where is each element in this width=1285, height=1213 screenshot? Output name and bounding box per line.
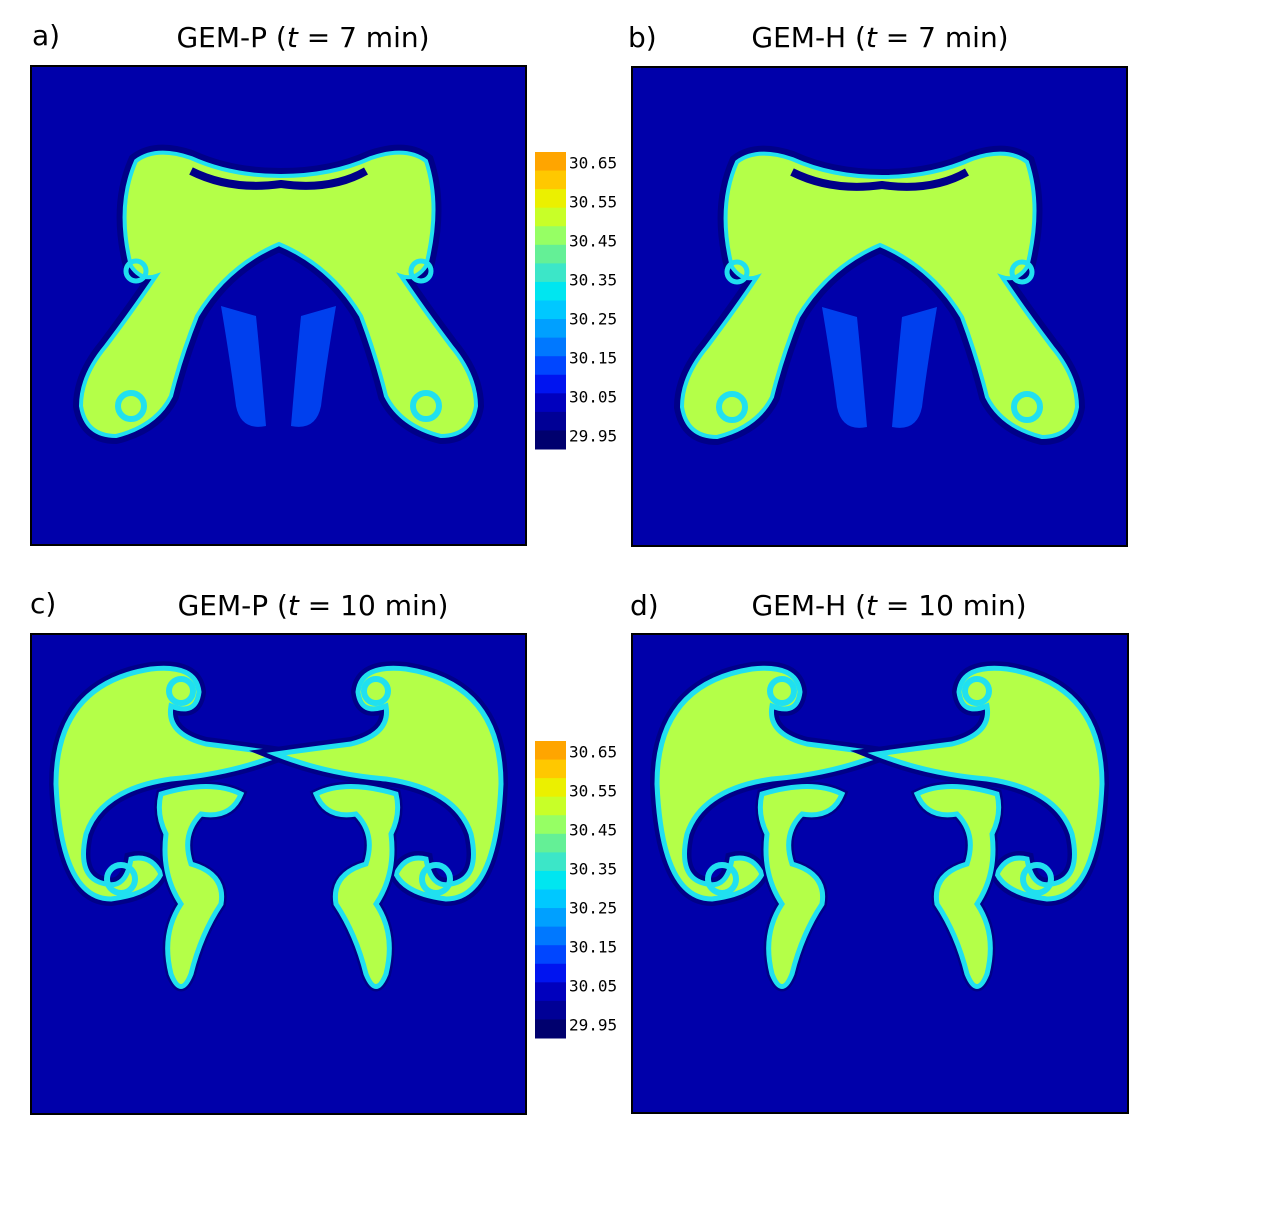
title-time: = 7 min) <box>877 21 1009 54</box>
colorbar-tick-label: 30.65 <box>569 743 617 762</box>
colorbar-tick-label: 30.55 <box>569 782 617 801</box>
colorbar-swatch <box>535 356 566 376</box>
colorbar-tick-label: 30.45 <box>569 821 617 840</box>
panel-title: GEM-P (t = 10 min) <box>178 589 449 622</box>
title-time: = 10 min) <box>299 589 449 622</box>
colorbar-swatch <box>535 759 566 779</box>
panel-b: b) GEM-H (t = 7 min) <box>628 21 1128 547</box>
title-model: GEM-P ( <box>178 589 288 622</box>
title-var: t <box>866 21 878 54</box>
colorbar-tick-label: 30.15 <box>569 938 617 957</box>
colorbar-swatch <box>535 982 566 1002</box>
title-model: GEM-P ( <box>176 21 286 54</box>
plot-area <box>30 65 527 546</box>
colorbar-swatch <box>535 963 566 983</box>
colorbar-swatch <box>535 189 566 209</box>
colorbars: 30.65 30.55 30.45 30.35 30.25 30.15 30.05 29.95… <box>535 152 617 1039</box>
colorbar-tick-label: 29.95 <box>569 1016 617 1035</box>
colorbar-tick-label: 30.65 <box>569 154 617 173</box>
colorbar-swatch <box>535 852 566 872</box>
title-var: t <box>288 589 300 622</box>
colorbar-swatch <box>535 319 566 339</box>
colorbar-swatch <box>535 1000 566 1020</box>
title-model: GEM-H ( <box>751 589 866 622</box>
colorbar-swatch <box>535 152 566 172</box>
colorbar-tick-label: 30.35 <box>569 271 617 290</box>
colorbar-swatch <box>535 778 566 798</box>
colorbar-swatch <box>535 207 566 227</box>
colorbar-swatch <box>535 300 566 320</box>
colorbar-swatch <box>535 796 566 816</box>
panel-c: c) GEM-P (t = 10 min) <box>30 587 527 1115</box>
colorbar-swatch <box>535 244 566 264</box>
title-var: t <box>287 21 299 54</box>
colorbar-swatch <box>535 411 566 431</box>
colorbar-tick-label: 30.05 <box>569 977 617 996</box>
colorbar-swatch <box>535 741 566 761</box>
panel-title: GEM-H (t = 7 min) <box>751 21 1008 54</box>
colorbar-swatch <box>535 263 566 283</box>
colorbar-swatch <box>535 945 566 965</box>
colorbar-swatch <box>535 908 566 928</box>
colorbar-swatch <box>535 281 566 301</box>
colorbar-swatch <box>535 870 566 890</box>
panel-title: GEM-P (t = 7 min) <box>176 21 429 54</box>
title-time: = 7 min) <box>298 21 430 54</box>
panel-a: a) GEM-P (t = 7 min) <box>30 19 527 546</box>
colorbar-swatch <box>535 815 566 835</box>
panel-d: d) GEM-H (t = 10 min) <box>630 589 1129 1114</box>
colorbar: 30.65 30.55 30.45 30.35 30.25 30.15 30.05 29.95 <box>535 152 617 450</box>
panel-label: a) <box>32 19 60 52</box>
colorbar-tick-label: 30.45 <box>569 232 617 251</box>
colorbar-swatch <box>535 393 566 413</box>
colorbar-swatch <box>535 374 566 394</box>
colorbar-swatch <box>535 337 566 357</box>
panel-label: d) <box>630 589 659 622</box>
colorbar-tick-label: 30.25 <box>569 899 617 918</box>
plot-area <box>631 66 1128 547</box>
colorbar-swatch <box>535 1019 566 1039</box>
panel-label: c) <box>30 587 56 620</box>
colorbar-tick-label: 30.05 <box>569 388 617 407</box>
colorbar-swatch <box>535 226 566 246</box>
colorbar-swatch <box>535 889 566 909</box>
colorbar-swatch <box>535 430 566 450</box>
colorbar-tick-label: 30.35 <box>569 860 617 879</box>
colorbar-tick-label: 30.55 <box>569 193 617 212</box>
colorbar-swatch <box>535 833 566 853</box>
colorbar-swatch <box>535 926 566 946</box>
colorbar-swatch <box>535 170 566 190</box>
title-model: GEM-H ( <box>751 21 866 54</box>
title-var: t <box>866 589 878 622</box>
colorbar-tick-label: 30.25 <box>569 310 617 329</box>
title-time: = 10 min) <box>877 589 1027 622</box>
colorbar-tick-label: 30.15 <box>569 349 617 368</box>
colorbar: 30.65 30.55 30.45 30.35 30.25 30.15 30.05 29.95 <box>535 741 617 1039</box>
panel-title: GEM-H (t = 10 min) <box>751 589 1026 622</box>
colorbar-tick-label: 29.95 <box>569 427 617 446</box>
panel-label: b) <box>628 21 657 54</box>
